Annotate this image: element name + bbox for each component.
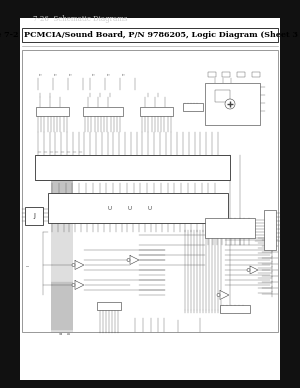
- Circle shape: [72, 284, 75, 286]
- Circle shape: [225, 99, 235, 109]
- Bar: [25, 207, 43, 225]
- Polygon shape: [75, 281, 84, 289]
- Text: U: U: [128, 206, 132, 211]
- Text: Figure 7-2  PCMCIA/Sound Board, P/N 9786205, Logic Diagram (Sheet 3 of 12): Figure 7-2 PCMCIA/Sound Board, P/N 97862…: [0, 31, 300, 39]
- Text: I: I: [27, 265, 31, 266]
- Polygon shape: [250, 266, 258, 274]
- Circle shape: [127, 258, 130, 262]
- Bar: [48, 193, 228, 223]
- Bar: [220, 305, 250, 313]
- Bar: [20, 18, 280, 380]
- Text: T: T: [70, 74, 74, 76]
- Bar: [205, 83, 260, 125]
- Bar: [205, 218, 255, 238]
- Bar: [35, 155, 230, 180]
- Bar: [208, 72, 216, 77]
- Bar: [222, 72, 230, 77]
- Polygon shape: [130, 256, 139, 265]
- Bar: [140, 107, 173, 116]
- Polygon shape: [220, 291, 229, 300]
- Bar: [183, 103, 203, 111]
- Bar: [36, 107, 69, 116]
- Text: U: U: [108, 206, 112, 211]
- Text: U: U: [148, 206, 152, 211]
- Bar: [97, 302, 121, 310]
- Bar: [237, 72, 245, 77]
- Bar: [83, 107, 123, 116]
- Bar: [22, 50, 278, 332]
- Text: A: A: [60, 332, 64, 334]
- Bar: [22, 28, 278, 42]
- Bar: [264, 210, 276, 250]
- Bar: [252, 72, 260, 77]
- Text: T: T: [55, 74, 59, 76]
- Bar: [215, 90, 230, 102]
- Text: T: T: [108, 74, 112, 76]
- Polygon shape: [75, 260, 84, 270]
- Circle shape: [247, 268, 250, 272]
- Text: J: J: [33, 213, 35, 219]
- Text: 7-26  Schematic Diagrams: 7-26 Schematic Diagrams: [33, 15, 127, 23]
- Circle shape: [72, 263, 75, 267]
- Text: B: B: [68, 332, 72, 334]
- Text: T: T: [123, 74, 127, 76]
- Text: T: T: [93, 74, 97, 76]
- Text: T: T: [40, 74, 44, 76]
- Circle shape: [217, 293, 220, 296]
